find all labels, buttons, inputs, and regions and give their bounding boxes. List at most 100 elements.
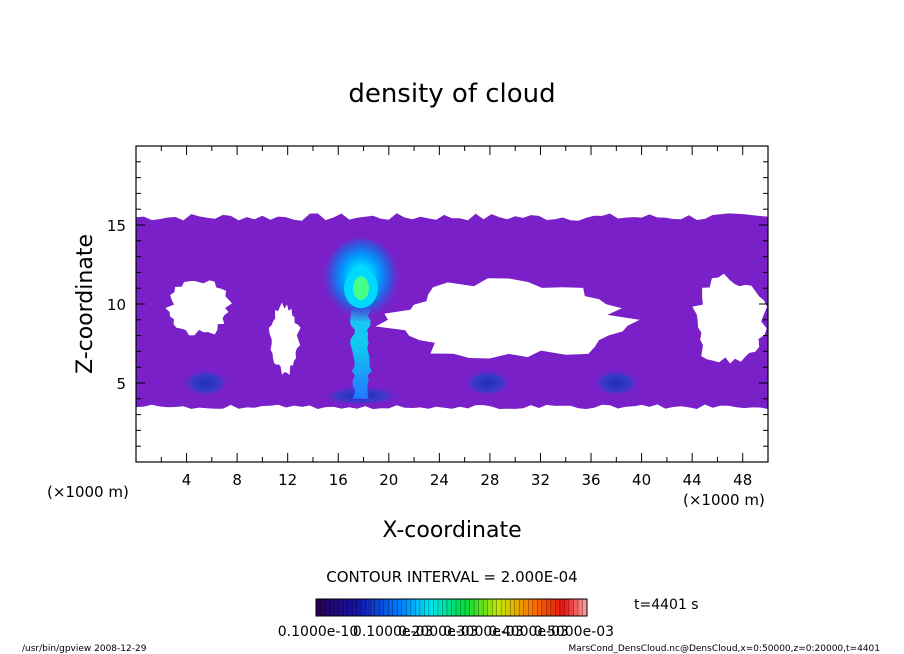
colorbar-swatch — [397, 599, 403, 616]
colorbar-swatch — [352, 599, 358, 616]
clear-gap-0 — [165, 280, 232, 336]
colorbar-swatch — [559, 599, 565, 616]
colorbar-swatch — [316, 599, 321, 616]
x-unit-right: (×1000 m) — [683, 491, 765, 509]
colorbar-swatch — [410, 599, 416, 616]
x-tick-label: 48 — [733, 471, 752, 489]
colorbar-swatch — [388, 599, 394, 616]
x-axis-label: X-coordinate — [382, 518, 521, 543]
x-tick-label: 32 — [531, 471, 550, 489]
colorbar-swatch — [492, 599, 498, 616]
density-cell-4 — [592, 369, 641, 397]
colorbar-swatch — [474, 599, 479, 616]
colorbar-swatch — [514, 599, 520, 616]
colorbar-swatch — [446, 599, 452, 616]
colorbar-swatch — [392, 599, 398, 616]
colorbar-label: 0.2000e-03 — [398, 624, 478, 640]
colorbar-swatch — [442, 599, 448, 616]
colorbar-swatch — [456, 599, 461, 616]
density-cell-3 — [463, 369, 512, 397]
colorbar-swatch — [329, 599, 335, 616]
colorbar-swatch — [487, 599, 493, 616]
colorbar-swatch — [343, 599, 349, 616]
x-tick-label: 44 — [683, 471, 702, 489]
x-tick-label: 20 — [379, 471, 398, 489]
colorbar-swatch — [573, 599, 579, 616]
y-tick-label: 15 — [107, 217, 126, 235]
colorbar-swatch — [365, 599, 371, 616]
footer-left: /usr/bin/gpview 2008-12-29 — [22, 644, 147, 654]
colorbar-swatch — [505, 599, 511, 616]
colorbar-swatch — [338, 599, 344, 616]
colorbar — [315, 599, 588, 616]
colorbar-swatch — [406, 599, 412, 616]
colorbar-label: 0.5000e-03 — [534, 624, 614, 640]
colorbar-swatch — [541, 599, 547, 616]
x-tick-label: 36 — [581, 471, 600, 489]
colorbar-swatch — [483, 599, 489, 616]
colorbar-swatch — [510, 599, 516, 616]
colorbar-swatch — [437, 599, 443, 616]
colorbar-frame — [315, 598, 588, 617]
plume-core — [352, 276, 369, 301]
colorbar-label: 0.4000e-03 — [488, 624, 568, 640]
x-tick-label: 4 — [182, 471, 192, 489]
colorbar-swatch — [469, 599, 475, 616]
colorbar-swatch — [428, 599, 434, 616]
colorbar-swatch — [496, 599, 502, 616]
colorbar-swatch — [519, 599, 525, 616]
colorbar-label: 0.1000e-10 — [278, 624, 358, 640]
x-tick-label: 12 — [278, 471, 297, 489]
y-tick-label: 5 — [116, 375, 126, 393]
clear-gap-3 — [692, 273, 768, 364]
colorbar-swatch — [379, 599, 385, 616]
colorbar-swatch — [528, 599, 534, 616]
x-tick-label: 24 — [430, 471, 449, 489]
colorbar-swatch — [347, 599, 353, 616]
x-unit-left: (×1000 m) — [47, 483, 129, 501]
x-tick-label: 28 — [480, 471, 499, 489]
colorbar-swatch — [325, 599, 330, 616]
colorbar-swatch — [401, 599, 407, 616]
colorbar-swatch — [451, 599, 457, 616]
colorbar-swatch — [361, 599, 367, 616]
colorbar-swatch — [537, 599, 543, 616]
colorbar-swatch — [465, 599, 470, 616]
colorbar-swatch — [555, 599, 561, 616]
x-tick-label: 16 — [329, 471, 348, 489]
colorbar-swatch — [523, 599, 529, 616]
colorbar-swatch — [419, 599, 425, 616]
time-label: t=4401 s — [634, 597, 699, 613]
colorbar-swatch — [433, 599, 439, 616]
colorbar-swatch — [501, 599, 507, 616]
colorbar-swatch — [320, 599, 326, 616]
colorbar-swatch — [334, 599, 339, 616]
density-cell-0 — [181, 369, 230, 397]
y-tick-label: 10 — [107, 296, 126, 314]
footer-right: MarsCond_DensCloud.nc@DensCloud,x=0:5000… — [569, 644, 881, 654]
clear-gap-2 — [375, 278, 640, 359]
colorbar-swatch — [478, 599, 484, 616]
colorbar-swatch — [370, 599, 376, 616]
colorbar-swatch — [383, 599, 389, 616]
colorbar-swatch — [582, 599, 588, 616]
colorbar-swatch — [424, 599, 430, 616]
contour-interval-label: CONTOUR INTERVAL = 2.000E-04 — [326, 568, 577, 586]
colorbar-label: 0.1000e-03 — [353, 624, 433, 640]
colorbar-swatch — [564, 599, 570, 616]
clear-gap-1 — [268, 302, 301, 376]
colorbar-swatch — [415, 599, 421, 616]
colorbar-label: 0.3000e-03 — [443, 624, 523, 640]
colorbar-swatch — [577, 599, 583, 616]
colorbar-swatch — [460, 599, 466, 616]
x-tick-label: 8 — [232, 471, 242, 489]
x-tick-label: 40 — [632, 471, 651, 489]
chart-title: density of cloud — [348, 79, 555, 109]
colorbar-swatch — [568, 599, 574, 616]
colorbar-swatch — [532, 599, 538, 616]
colorbar-swatch — [546, 599, 552, 616]
colorbar-swatch — [374, 599, 380, 616]
colorbar-swatch — [356, 599, 362, 616]
y-axis-label: Z-coordinate — [73, 234, 98, 374]
